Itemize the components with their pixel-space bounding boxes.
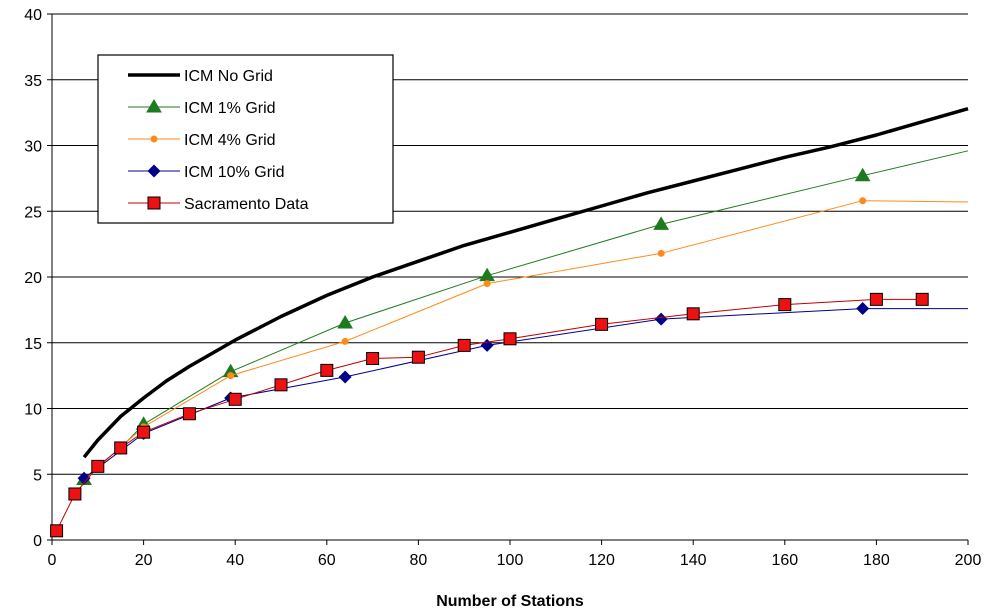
data-point-icm-4-grid: [341, 337, 349, 345]
series-line-icm-4-grid: [83, 200, 969, 480]
data-point-sacramento-data: [915, 292, 929, 306]
y-tick-label: 35: [24, 73, 42, 90]
data-point-sacramento-data: [50, 524, 64, 538]
data-point-sacramento-data: [274, 378, 288, 392]
legend-label: ICM 10% Grid: [184, 164, 284, 181]
x-tick-labels: 0 20 40 60 80 100 120 140 160 180 200: [48, 552, 982, 569]
data-point-sacramento-data: [228, 392, 242, 406]
y-tick-label: 10: [24, 402, 42, 419]
x-tick-label: 140: [680, 552, 707, 569]
y-tick-label: 15: [24, 336, 42, 353]
legend-label: ICM 1% Grid: [184, 100, 276, 117]
x-axis-title: Number of Stations: [436, 593, 584, 610]
data-point-icm-1-grid: [854, 167, 871, 182]
axes: [51, 14, 969, 545]
data-point-sacramento-data: [686, 307, 700, 321]
series-icm-10-grid: [77, 302, 968, 485]
x-tick-label: 20: [135, 552, 153, 569]
data-point-sacramento-data: [595, 317, 609, 331]
series-line-icm-10-grid: [83, 308, 968, 479]
data-point-sacramento-data: [114, 441, 128, 455]
data-point-icm-10-grid: [856, 302, 870, 316]
legend-marker: [147, 196, 161, 210]
x-tick-label: 160: [771, 552, 798, 569]
legend-item: Sacramento Data: [128, 196, 309, 213]
data-point-icm-4-grid: [859, 197, 867, 205]
data-point-sacramento-data: [503, 332, 517, 346]
data-point-sacramento-data: [137, 425, 151, 439]
data-point-icm-4-grid: [227, 372, 235, 380]
y-tick-labels: 0 5 10 15 20 25 30 35 40: [24, 7, 42, 550]
legend-label: ICM No Grid: [184, 68, 273, 85]
data-point-sacramento-data: [91, 459, 105, 473]
data-point-icm-4-grid: [483, 280, 491, 288]
x-tick-label: 0: [48, 552, 57, 569]
x-tick-label: 180: [863, 552, 890, 569]
data-point-icm-10-grid: [480, 338, 494, 352]
x-tick-label: 40: [226, 552, 244, 569]
series-line-icm-no-grid: [82, 107, 969, 459]
series-lines: [50, 107, 969, 538]
data-point-sacramento-data: [457, 338, 471, 352]
x-tick-label: 60: [318, 552, 336, 569]
x-tick-label: 80: [410, 552, 428, 569]
y-tick-label: 25: [24, 204, 42, 221]
y-tick-label: 0: [33, 533, 42, 550]
legend-marker: [146, 99, 162, 113]
legend-label: Sacramento Data: [184, 196, 309, 213]
data-point-sacramento-data: [68, 487, 82, 501]
y-tick-label: 20: [24, 270, 42, 287]
data-point-icm-1-grid: [337, 315, 353, 329]
data-point-icm-1-grid: [653, 216, 670, 230]
legend-item: ICM 4% Grid: [128, 132, 276, 149]
legend-marker: [147, 164, 161, 178]
y-tick-label: 40: [24, 7, 42, 24]
legend: ICM No Grid ICM 1% Grid ICM 4% Grid ICM 10%…: [97, 54, 394, 224]
legend-marker: [150, 135, 158, 143]
data-point-icm-10-grid: [77, 471, 91, 485]
legend-item: ICM 10% Grid: [128, 164, 284, 181]
series-icm-no-grid: [82, 107, 969, 459]
data-point-sacramento-data: [320, 363, 334, 377]
y-tick-label: 30: [24, 139, 42, 156]
data-point-sacramento-data: [411, 350, 425, 364]
x-tick-label: 200: [955, 552, 982, 569]
x-tick-label: 100: [497, 552, 524, 569]
data-point-icm-10-grid: [338, 370, 352, 384]
legend-label: ICM 4% Grid: [184, 132, 276, 149]
legend-item: ICM 1% Grid: [128, 99, 276, 117]
data-point-icm-10-grid: [654, 312, 668, 326]
y-tick-label: 5: [33, 467, 42, 484]
data-point-sacramento-data: [778, 298, 792, 312]
data-point-icm-4-grid: [657, 249, 665, 257]
series-sacramento-data: [50, 292, 929, 538]
data-point-sacramento-data: [869, 292, 883, 306]
x-tick-label: 120: [588, 552, 615, 569]
data-point-sacramento-data: [182, 407, 196, 421]
data-point-sacramento-data: [366, 352, 380, 366]
legend-item: ICM No Grid: [128, 68, 273, 85]
